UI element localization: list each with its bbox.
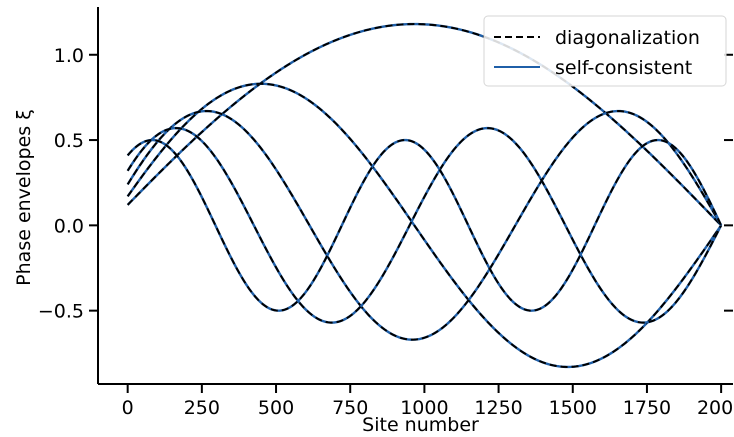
x-tick-label: 0	[122, 397, 134, 419]
tick-labels: 0 250 500 750 1000 1250 1500 1750 2000 −0.5 0.0 0.5…	[38, 45, 734, 419]
axes-frame	[97, 7, 733, 385]
x-tick-label: 250	[184, 397, 220, 419]
y-tick-label: 1.0	[54, 45, 84, 67]
y-axis-label: Phase envelopes ξ	[13, 109, 35, 286]
legend-label-diagonalization: diagonalization	[555, 27, 700, 49]
series-lines	[126, 22, 723, 369]
x-tick-label: 2000	[697, 397, 734, 419]
y-tick-label: 0.5	[54, 130, 84, 152]
x-tick-label: 1500	[549, 397, 597, 419]
series-line-diagonalization-mode-4	[126, 127, 723, 324]
series-line-diagonalization-mode-3	[126, 110, 722, 341]
x-tick-label: 1750	[623, 397, 671, 419]
series-line-diagonalization-mode-2	[126, 82, 722, 368]
series-line-self-consistent-mode-5	[126, 138, 723, 312]
x-tick-label: 750	[332, 397, 368, 419]
series-line-diagonalization-mode-1	[126, 23, 722, 227]
legend-box	[483, 15, 727, 87]
x-tick-label: 500	[258, 397, 294, 419]
legend: diagonalization self-consistent	[483, 15, 727, 87]
x-tick-label: 1000	[400, 397, 448, 419]
y-tick-label: −0.5	[38, 301, 84, 323]
y-tick-label: 0.0	[54, 215, 84, 237]
x-axis-label: Site number	[362, 414, 479, 436]
legend-label-self-consistent: self-consistent	[555, 57, 692, 79]
x-tick-label: 1250	[474, 397, 522, 419]
series-line-diagonalization-mode-5	[126, 139, 723, 312]
axis-ticks	[89, 53, 733, 393]
